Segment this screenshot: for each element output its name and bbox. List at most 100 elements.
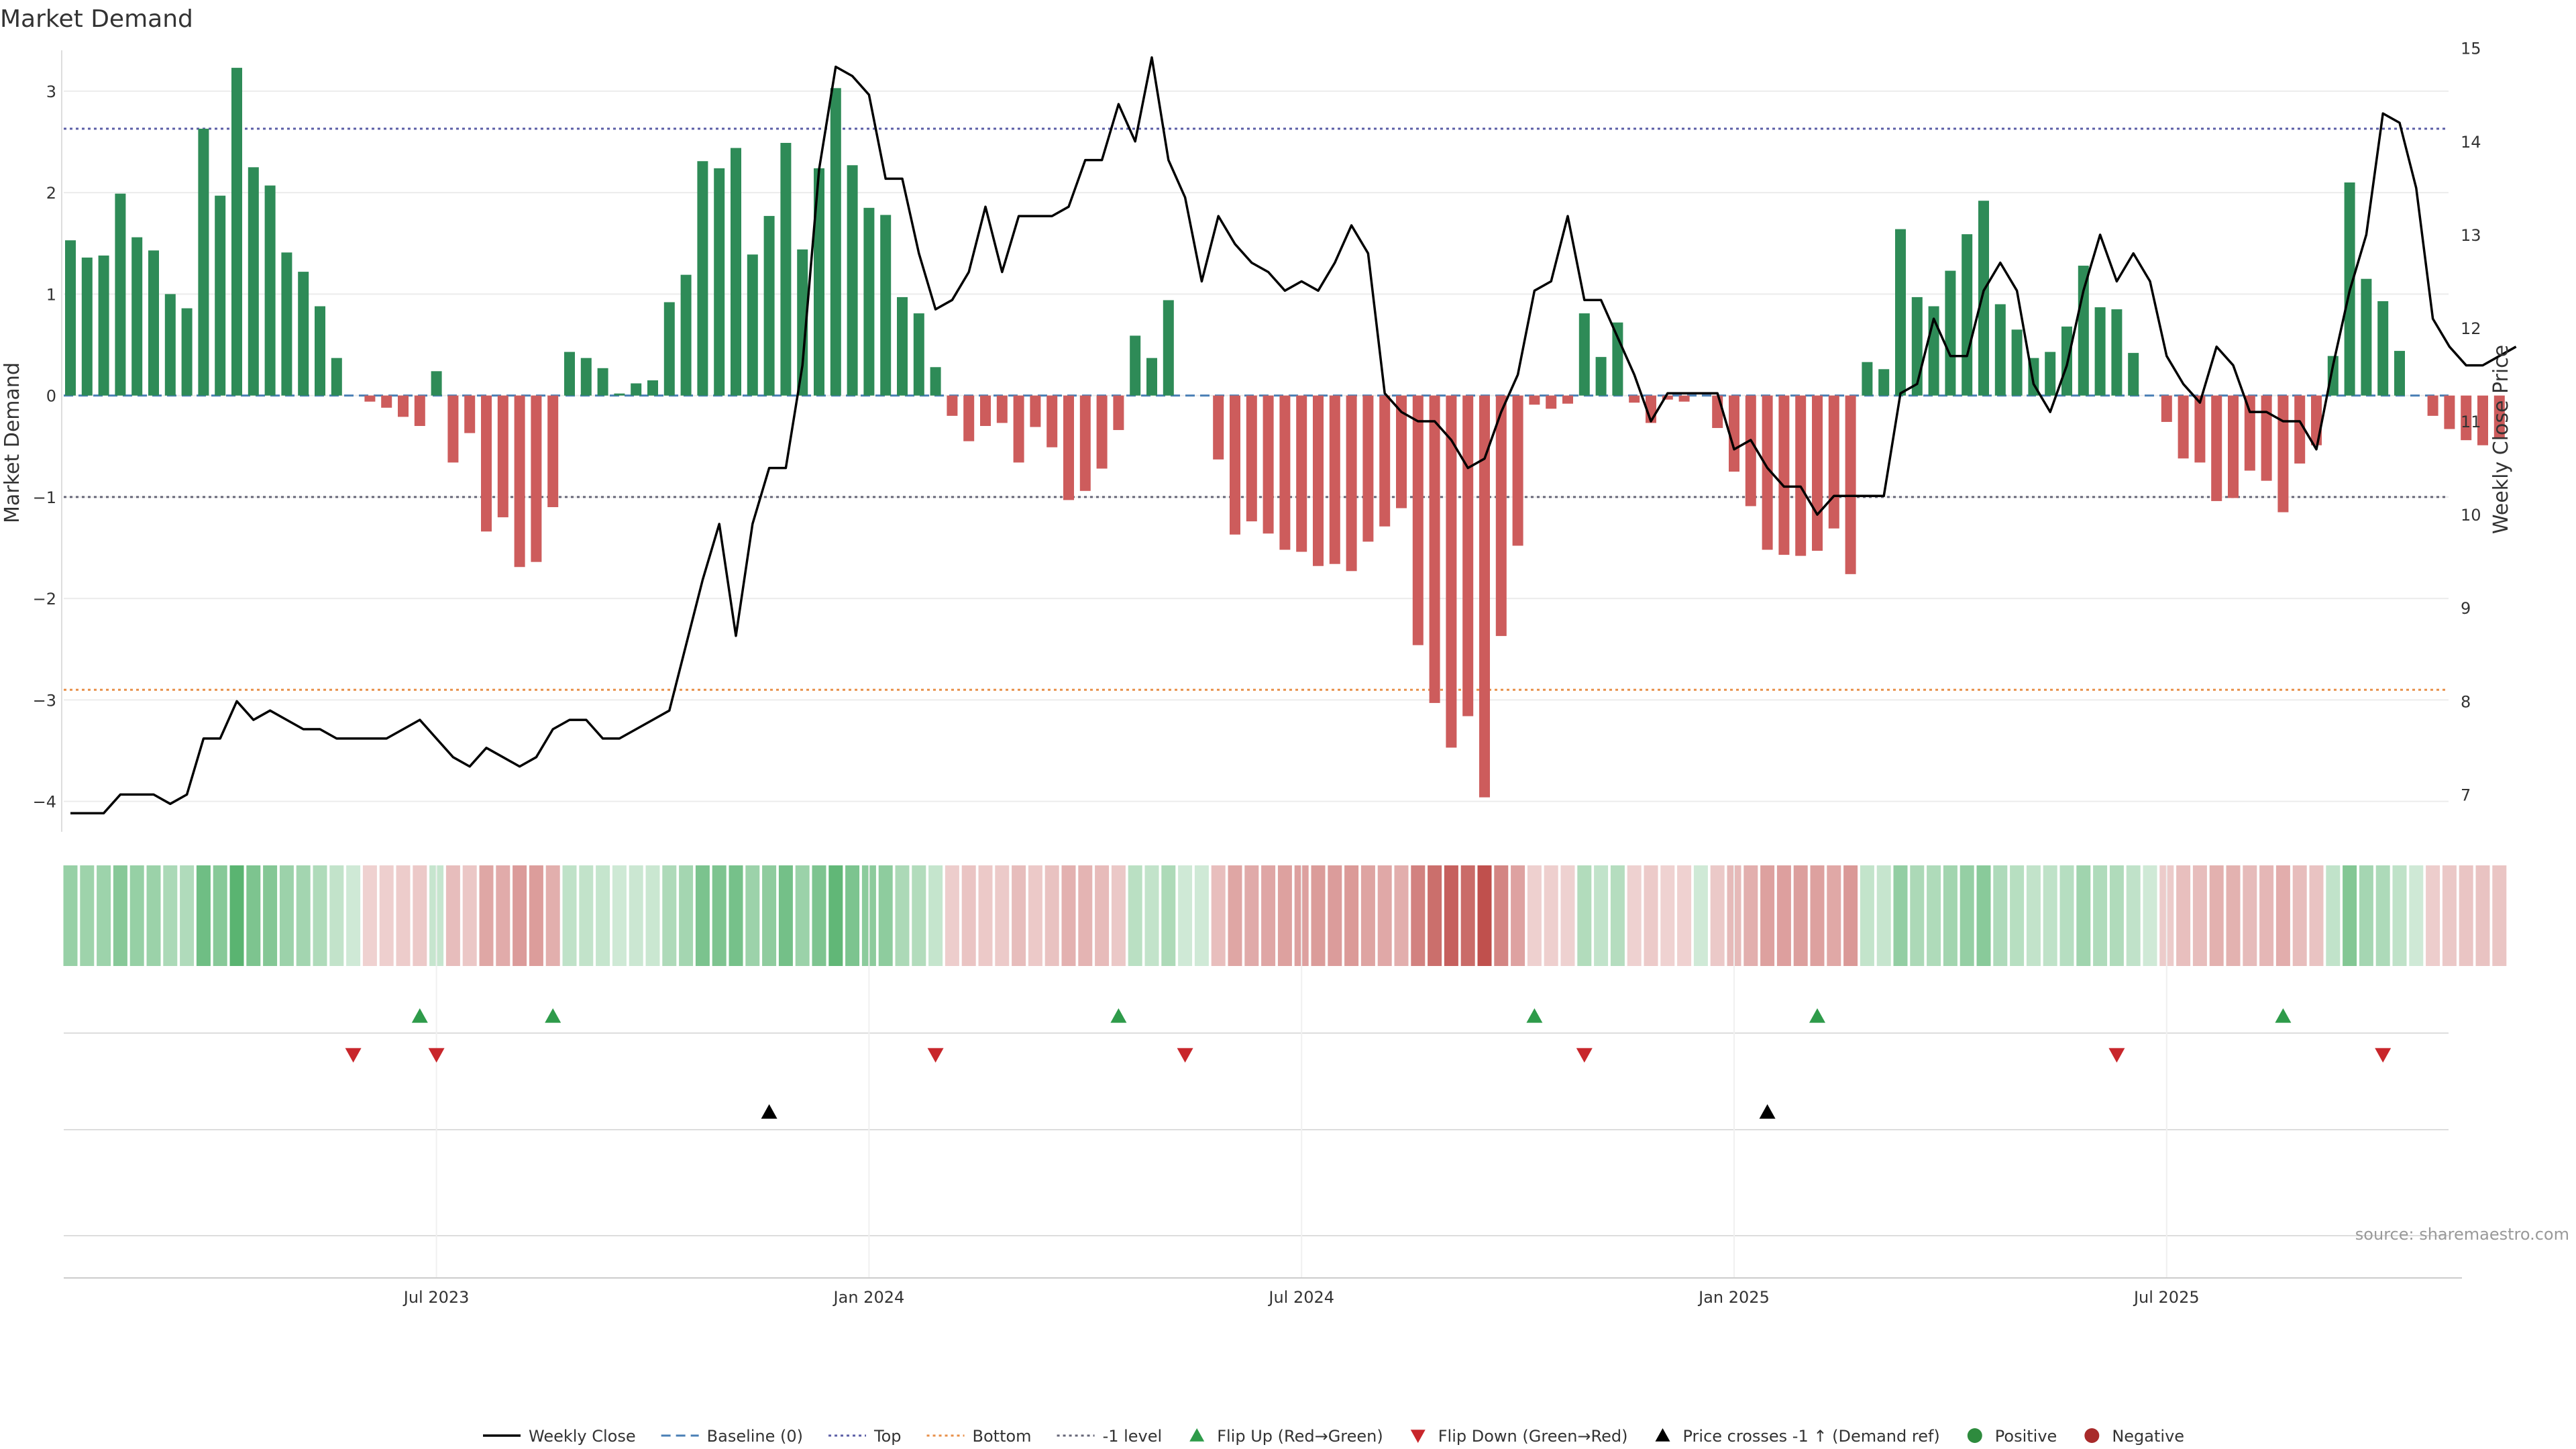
legend: Weekly Close Baseline (0) Top Bottom -1 leve… bbox=[483, 1427, 2184, 1446]
regime-cell-positive bbox=[1993, 865, 2008, 966]
regime-cell-negative bbox=[1477, 865, 1492, 966]
regime-cell-negative bbox=[1460, 865, 1475, 966]
regime-cell-negative bbox=[1810, 865, 1825, 966]
negative-demand-bar bbox=[547, 395, 559, 507]
positive-demand-bar bbox=[131, 237, 143, 396]
source-note: source: sharemaestro.com bbox=[2355, 1225, 2569, 1244]
regime-cell-negative bbox=[1793, 865, 1808, 966]
regime-cell-positive bbox=[845, 865, 860, 966]
regime-cell-positive bbox=[562, 865, 577, 966]
regime-cell-negative bbox=[2426, 865, 2440, 966]
positive-demand-bar bbox=[181, 308, 193, 396]
regime-cell-negative bbox=[2309, 865, 2324, 966]
regime-cell-negative bbox=[1544, 865, 1558, 966]
positive-demand-bar bbox=[930, 367, 941, 396]
positive-demand-bar bbox=[697, 161, 708, 396]
regime-cell-positive bbox=[1960, 865, 1974, 966]
positive-demand-bar bbox=[1862, 362, 1873, 396]
regime-cell-negative bbox=[1494, 865, 1509, 966]
positive-demand-bar bbox=[281, 252, 292, 396]
regime-cell-positive bbox=[1927, 865, 1941, 966]
flip-up-marker bbox=[545, 1008, 561, 1023]
regime-cell-positive bbox=[196, 865, 211, 966]
negative-demand-bar bbox=[1113, 395, 1124, 431]
negative-demand-bar bbox=[1479, 395, 1490, 798]
regime-cell-positive bbox=[762, 865, 777, 966]
flip-up-marker bbox=[411, 1008, 428, 1023]
regime-cell-positive bbox=[712, 865, 727, 966]
regime-cell-negative bbox=[2176, 865, 2191, 966]
negative-demand-bar bbox=[1096, 395, 1108, 469]
negative-demand-bar bbox=[1778, 395, 1790, 555]
negative-demand-bar bbox=[481, 395, 492, 532]
regime-cell-negative bbox=[1428, 865, 1442, 966]
positive-demand-bar bbox=[81, 257, 93, 396]
flip-down-marker bbox=[1177, 1048, 1193, 1063]
positive-demand-bar bbox=[2394, 351, 2405, 396]
negative-demand-bar bbox=[398, 395, 409, 417]
flip-up-marker bbox=[1110, 1008, 1127, 1023]
regime-cell-positive bbox=[596, 865, 610, 966]
negative-demand-bar bbox=[2211, 395, 2222, 501]
negative-demand-bar bbox=[2477, 395, 2488, 445]
regime-cell-negative bbox=[1776, 865, 1791, 966]
positive-demand-bar bbox=[714, 168, 725, 396]
positive-demand-bar bbox=[298, 272, 309, 396]
y2-tick-label: 7 bbox=[2461, 786, 2471, 804]
positive-demand-bar bbox=[1146, 358, 1157, 396]
negative-demand-bar bbox=[1512, 395, 1523, 546]
regime-cell-positive bbox=[2126, 865, 2141, 966]
regime-cell-positive bbox=[2010, 865, 2025, 966]
regime-cell-positive bbox=[213, 865, 227, 966]
y2-axis-title: Weekly Close Price bbox=[2489, 345, 2513, 534]
regime-cell-negative bbox=[2209, 865, 2224, 966]
regime-cell-positive bbox=[1594, 865, 1609, 966]
regime-cell-positive bbox=[1943, 865, 1957, 966]
positive-demand-bar bbox=[913, 313, 924, 396]
price-cross-marker bbox=[1759, 1104, 1776, 1119]
regime-cell-positive bbox=[878, 865, 893, 966]
regime-cell-positive bbox=[279, 865, 294, 966]
negative-demand-bar bbox=[2161, 395, 2172, 422]
regime-cell-negative bbox=[2475, 865, 2490, 966]
negative-demand-bar bbox=[2444, 395, 2455, 429]
regime-cell-positive bbox=[912, 865, 926, 966]
weekly-close-line bbox=[70, 56, 2517, 814]
positive-demand-bar bbox=[198, 128, 209, 396]
negative-demand-bar bbox=[1495, 395, 1507, 637]
x-tick-label: Jul 2025 bbox=[2133, 1288, 2200, 1307]
regime-cell-positive bbox=[113, 865, 127, 966]
positive-demand-bar bbox=[1962, 234, 1973, 396]
regime-cell-negative bbox=[413, 865, 427, 966]
legend-swatch-circle bbox=[1967, 1428, 1982, 1443]
regime-cell-negative bbox=[1061, 865, 1076, 966]
regime-cell-positive bbox=[795, 865, 810, 966]
negative-demand-bar bbox=[1678, 395, 1690, 402]
regime-cell-negative bbox=[1311, 865, 1326, 966]
regime-cell-negative bbox=[2492, 865, 2507, 966]
regime-cell-positive bbox=[729, 865, 743, 966]
positive-demand-bar bbox=[2045, 352, 2056, 396]
positive-demand-bar bbox=[2377, 301, 2389, 396]
regime-cell-negative bbox=[1843, 865, 1858, 966]
negative-demand-bar bbox=[1429, 395, 1440, 703]
regime-cell-negative bbox=[1028, 865, 1042, 966]
regime-cell-negative bbox=[2459, 865, 2473, 966]
regime-cell-positive bbox=[1860, 865, 1874, 966]
negative-demand-bar bbox=[1546, 395, 1557, 409]
chart-title: Market Demand bbox=[0, 5, 193, 33]
regime-cell-negative bbox=[945, 865, 959, 966]
negative-demand-bar bbox=[1629, 395, 1640, 403]
positive-demand-bar bbox=[731, 148, 741, 396]
regime-cell-positive bbox=[1194, 865, 1209, 966]
regime-cell-positive bbox=[163, 865, 178, 966]
y2-tick-label: 15 bbox=[2461, 40, 2481, 58]
positive-demand-bar bbox=[148, 250, 159, 396]
regime-cell-negative bbox=[2226, 865, 2241, 966]
negative-demand-bar bbox=[1279, 395, 1291, 550]
positive-demand-bar bbox=[747, 254, 758, 396]
positive-demand-bar bbox=[1978, 201, 1989, 396]
positive-demand-bar bbox=[248, 167, 259, 396]
positive-demand-bar bbox=[763, 215, 775, 396]
negative-demand-bar bbox=[464, 395, 476, 433]
